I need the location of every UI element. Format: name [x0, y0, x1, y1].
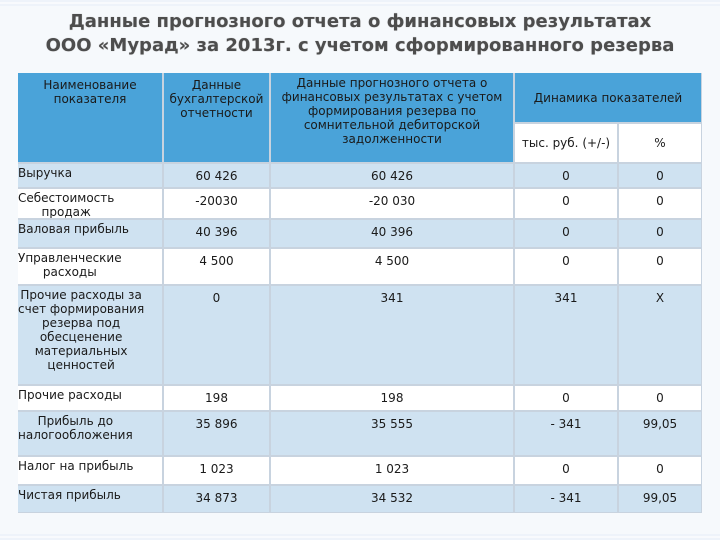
header-accounting-data: Данные бухгалтерской отчетности — [164, 73, 269, 162]
row-indicator-name: Управленческие расходы — [18, 249, 162, 284]
row-accounting-value: 35 896 — [164, 412, 269, 455]
row-dynamics-pct: 99,05 — [619, 486, 701, 512]
row-dynamics-pct: Х — [619, 286, 701, 384]
row-accounting-value: 34 873 — [164, 486, 269, 512]
row-dynamics-pct: 0 — [619, 386, 701, 410]
row-dynamics-abs: 0 — [515, 457, 617, 484]
row-forecast-value: 4 500 — [271, 249, 513, 284]
row-indicator-name: Чистая прибыль — [18, 486, 162, 512]
row-forecast-value: 34 532 — [271, 486, 513, 512]
row-dynamics-pct: 0 — [619, 249, 701, 284]
row-dynamics-abs: 0 — [515, 189, 617, 218]
row-accounting-value: 0 — [164, 286, 269, 384]
row-dynamics-abs: 341 — [515, 286, 617, 384]
row-forecast-value: 60 426 — [271, 164, 513, 187]
bottom-decor-stripe — [0, 534, 720, 540]
row-accounting-value: 1 023 — [164, 457, 269, 484]
header-dynamics-pct: % — [619, 124, 701, 162]
row-dynamics-pct: 99,05 — [619, 412, 701, 455]
row-indicator-name: Валовая прибыль — [18, 220, 162, 247]
row-indicator-name: Прочие расходы — [18, 386, 162, 410]
row-forecast-value: 40 396 — [271, 220, 513, 247]
header-indicator-name: Наименование показателя — [18, 73, 162, 162]
row-accounting-value: -20030 — [164, 189, 269, 218]
row-dynamics-pct: 0 — [619, 457, 701, 484]
row-forecast-value: -20 030 — [271, 189, 513, 218]
row-dynamics-abs: 0 — [515, 249, 617, 284]
row-forecast-value: 341 — [271, 286, 513, 384]
title-line-1: Данные прогнозного отчета о финансовых р… — [68, 11, 652, 32]
slide-title: Данные прогнозного отчета о финансовых р… — [0, 10, 720, 58]
row-accounting-value: 198 — [164, 386, 269, 410]
header-forecast-data: Данные прогнозного отчета о финансовых р… — [271, 73, 513, 162]
row-dynamics-pct: 0 — [619, 220, 701, 247]
row-dynamics-abs: 0 — [515, 386, 617, 410]
row-dynamics-pct: 0 — [619, 189, 701, 218]
row-dynamics-abs: 0 — [515, 220, 617, 247]
row-indicator-name: Прочие расходы за счет формирования резе… — [18, 286, 162, 384]
row-indicator-name: Себестоимость продаж — [18, 189, 162, 218]
header-dynamics-abs: тыс. руб. (+/-) — [515, 124, 617, 162]
row-accounting-value: 4 500 — [164, 249, 269, 284]
row-forecast-value: 198 — [271, 386, 513, 410]
row-accounting-value: 60 426 — [164, 164, 269, 187]
row-dynamics-abs: - 341 — [515, 486, 617, 512]
row-accounting-value: 40 396 — [164, 220, 269, 247]
header-dynamics: Динамика показателей — [515, 73, 701, 122]
row-dynamics-abs: 0 — [515, 164, 617, 187]
row-forecast-value: 1 023 — [271, 457, 513, 484]
title-line-2: ООО «Мурад» за 2013г. с учетом сформиров… — [45, 35, 675, 56]
row-indicator-name: Выручка — [18, 164, 162, 187]
row-indicator-name: Налог на прибыль — [18, 457, 162, 484]
row-indicator-name: Прибыль до налогообложения — [18, 412, 162, 455]
top-decor-stripe — [0, 0, 720, 6]
row-dynamics-pct: 0 — [619, 164, 701, 187]
row-dynamics-abs: - 341 — [515, 412, 617, 455]
row-forecast-value: 35 555 — [271, 412, 513, 455]
financial-results-table: Наименование показателя Данные бухгалтерс… — [18, 73, 702, 513]
